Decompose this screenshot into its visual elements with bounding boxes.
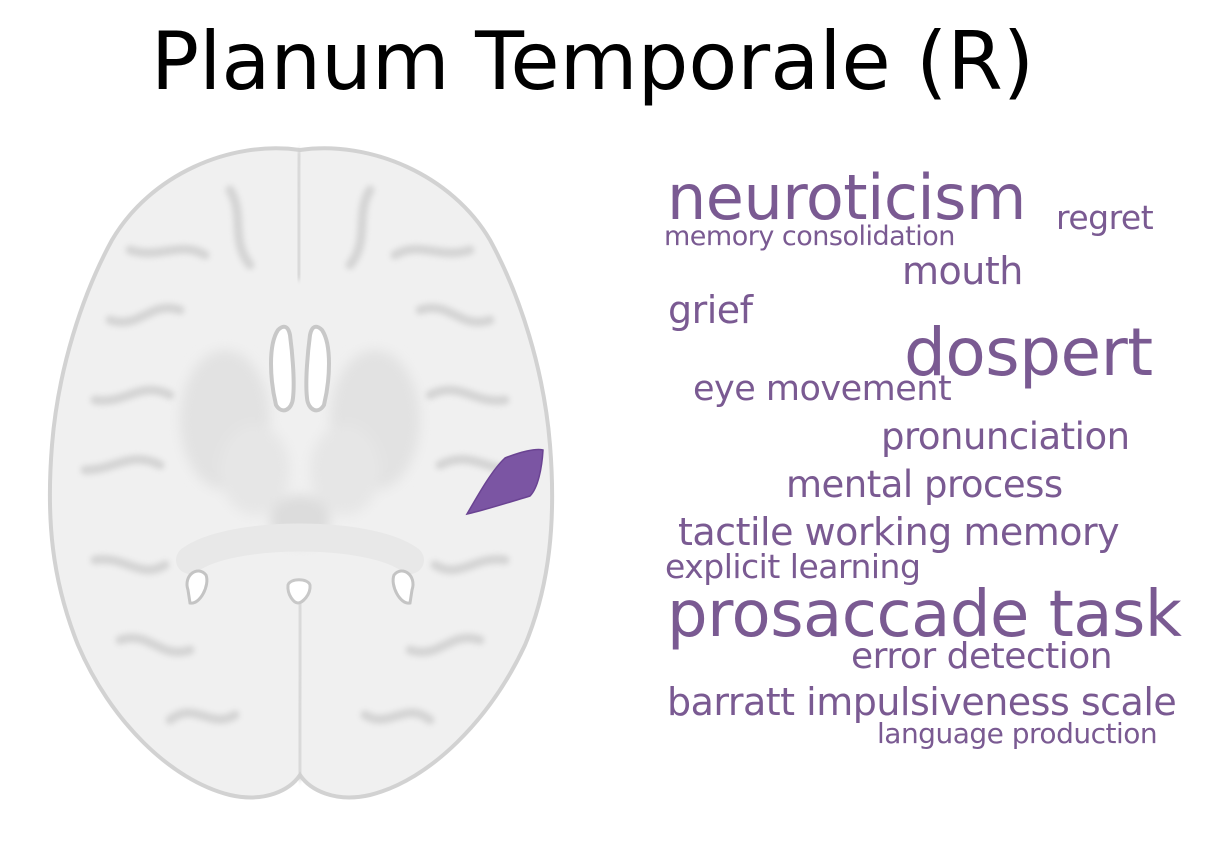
word-barratt-impulsiveness-scale: barratt impulsiveness scale [667, 680, 1177, 724]
posterior-horn-left [185, 569, 209, 605]
word-error-detection: error detection [851, 636, 1113, 677]
word-eye-movement: eye movement [693, 369, 952, 409]
posterior-horn-right [391, 569, 415, 605]
brain-outline [47, 146, 555, 800]
word-tactile-working-memory: tactile working memory [678, 510, 1120, 554]
figure-title: Planum Temporale (R) [150, 15, 1035, 108]
word-explicit-learning: explicit learning [665, 547, 921, 586]
occipital-fissure [296, 599, 304, 781]
word-prosaccade-task: prosaccade task [667, 578, 1182, 652]
word-neuroticism: neuroticism [667, 161, 1026, 234]
word-grief: grief [668, 288, 753, 332]
word-mental-process: mental process [786, 463, 1063, 506]
word-pronunciation: pronunciation [881, 415, 1130, 458]
ventricle-right [304, 324, 331, 413]
interhemispheric-fissure [295, 149, 303, 281]
word-dospert: dospert [904, 314, 1153, 391]
cortical-sulci [80, 185, 520, 725]
word-memory-consolidation: memory consolidation [664, 221, 955, 252]
midline-cistern [286, 578, 312, 605]
planum-temporale-highlight [465, 448, 544, 516]
word-language-production: language production [877, 717, 1158, 750]
word-mouth: mouth [902, 249, 1023, 293]
word-regret: regret [1056, 198, 1154, 237]
ventricle-left [269, 324, 296, 413]
deep-structures [180, 350, 420, 545]
splenium [176, 523, 424, 574]
